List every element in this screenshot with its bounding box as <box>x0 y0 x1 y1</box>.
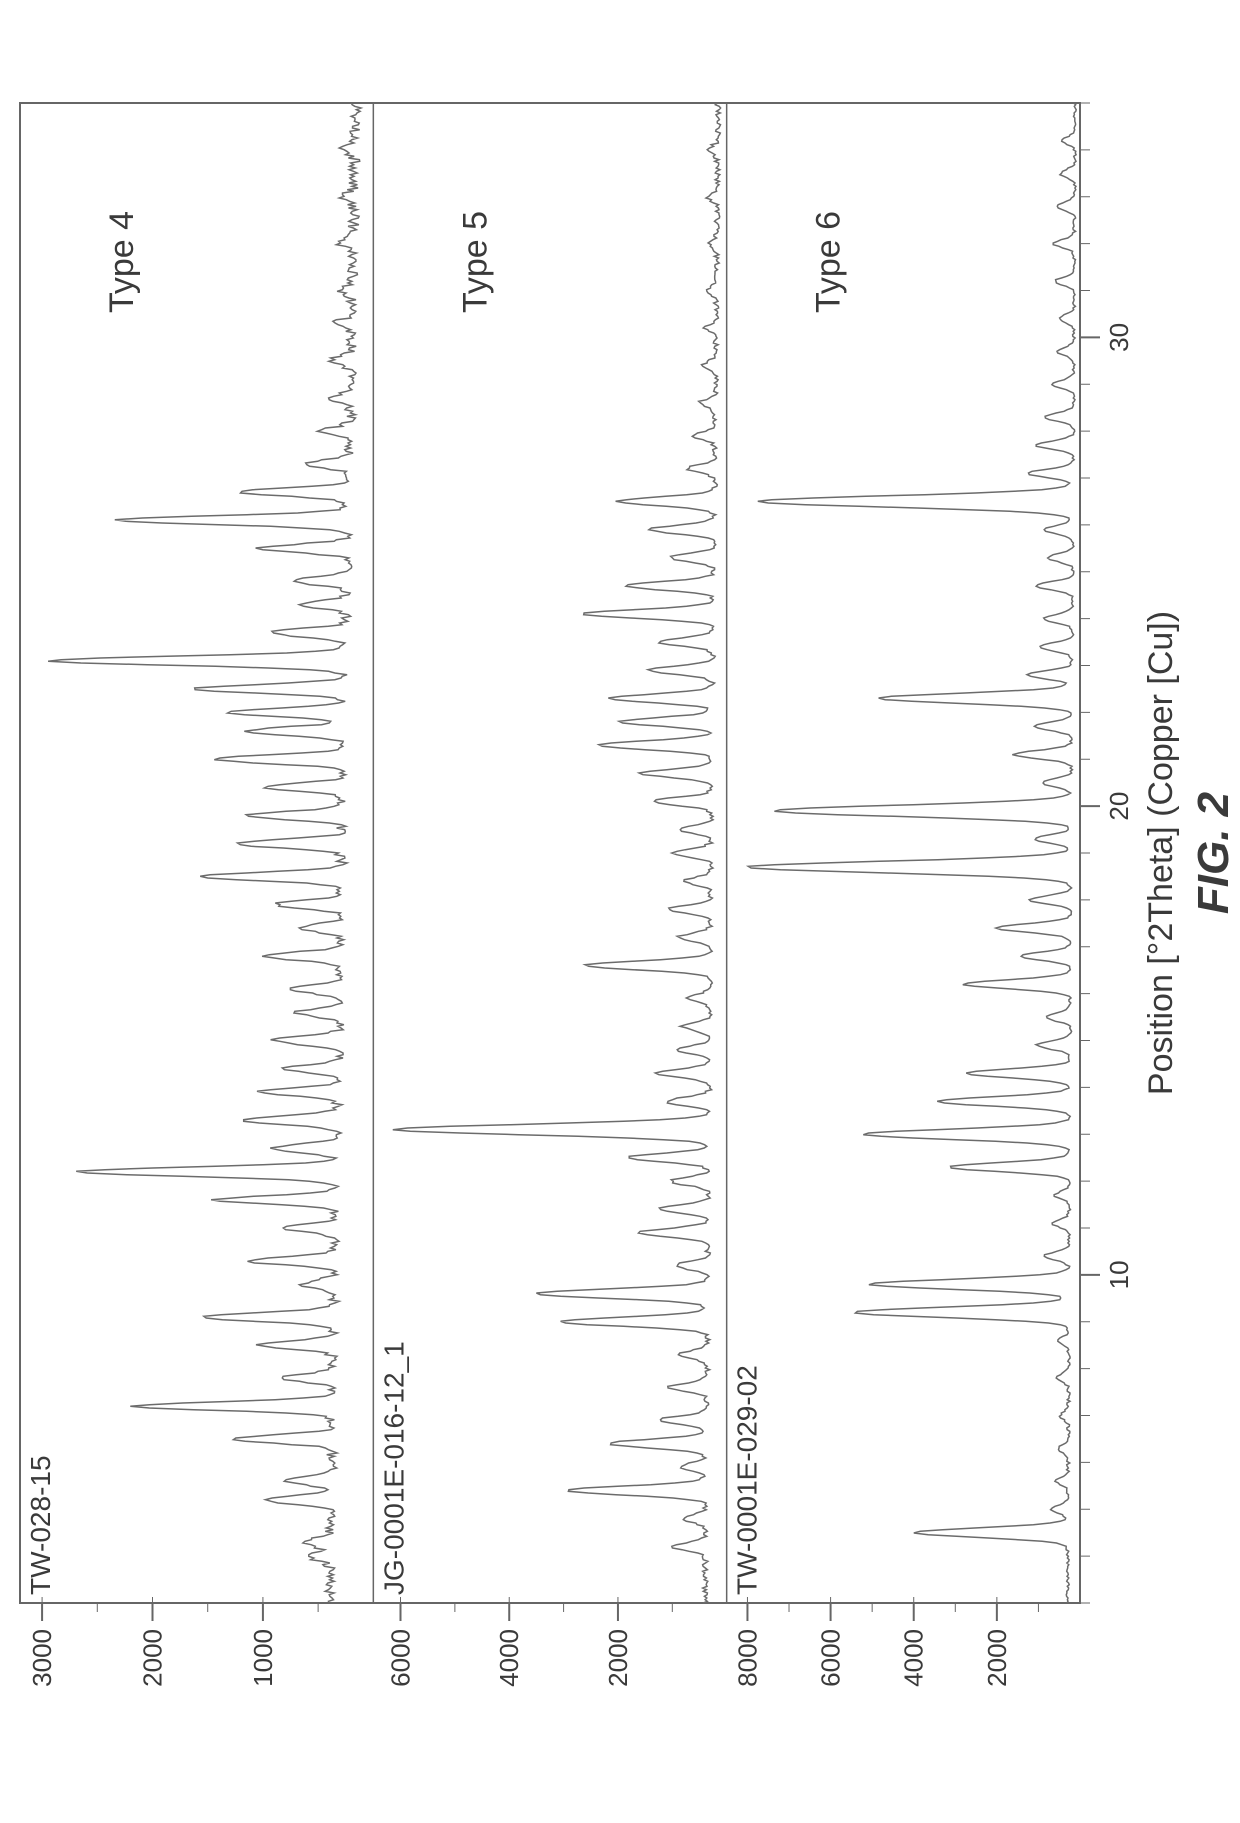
x-axis-label: Position [°2Theta] (Copper [Cu]) <box>1142 611 1180 1095</box>
sample-id: TW-028-15 <box>25 1455 56 1595</box>
svg-text:6000: 6000 <box>816 1629 846 1687</box>
type-label: Type 4 <box>103 211 141 313</box>
svg-text:3000: 3000 <box>27 1629 57 1687</box>
svg-text:8000: 8000 <box>732 1629 762 1687</box>
svg-text:20: 20 <box>1104 792 1134 821</box>
svg-text:30: 30 <box>1104 323 1134 352</box>
svg-text:10: 10 <box>1104 1260 1134 1289</box>
svg-text:1000: 1000 <box>248 1629 278 1687</box>
figure-caption: FIG. 2 <box>1189 791 1238 914</box>
svg-text:2000: 2000 <box>982 1629 1012 1687</box>
svg-text:4000: 4000 <box>494 1629 524 1687</box>
svg-text:4000: 4000 <box>899 1629 929 1687</box>
svg-text:6000: 6000 <box>386 1629 416 1687</box>
sample-id: JG-0001E-016-12_1 <box>378 1341 409 1595</box>
svg-text:2000: 2000 <box>603 1629 633 1687</box>
sample-id: TW-0001E-029-02 <box>732 1365 763 1595</box>
svg-text:2000: 2000 <box>138 1629 168 1687</box>
xrd-figure: 1000 2000 3000 TW-028-15 Type 4 2000 4000 6000 J… <box>0 0 1240 1823</box>
type-label: Type 6 <box>810 211 848 313</box>
type-label: Type 5 <box>456 211 494 313</box>
